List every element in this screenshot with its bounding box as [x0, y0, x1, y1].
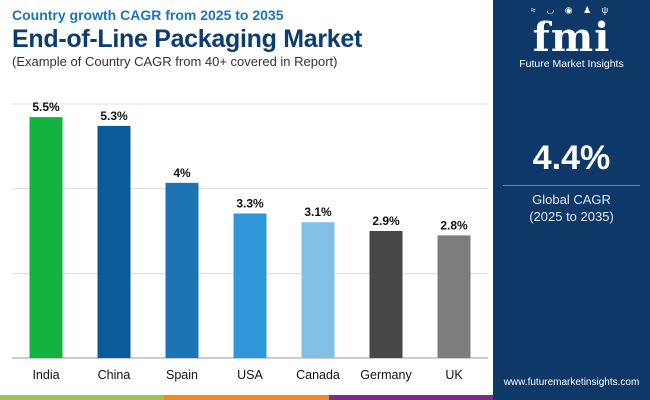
- data-label-usa: 3.3%: [236, 196, 264, 210]
- tick-label-usa: USA: [237, 368, 263, 382]
- chart-supertitle: Country growth CAGR from 2025 to 2035: [12, 7, 284, 23]
- tick-label-china: China: [98, 368, 131, 382]
- footer-segment-purple: [328, 395, 493, 400]
- bar-canada: [301, 222, 335, 358]
- kpi-divider: [503, 185, 640, 186]
- tick-label-canada: Canada: [296, 368, 340, 382]
- company-logo: fmi: [532, 14, 611, 61]
- data-label-canada: 3.1%: [304, 205, 332, 219]
- summary-panel: ≈ ◡ ◉ ♟ ψ fmi Future Market Insights 4.4…: [493, 0, 650, 400]
- bars: [29, 117, 471, 359]
- person-icon: ♟: [583, 5, 596, 15]
- footer-segment-orange: [164, 395, 329, 400]
- data-labels: 5.5% 5.3% 4% 3.3% 3.1% 2.9% 2.8%: [32, 100, 468, 232]
- chart-header: Country growth CAGR from 2025 to 2035 En…: [12, 6, 492, 70]
- company-name: Future Market Insights: [519, 58, 624, 70]
- bar-uk: [437, 235, 471, 358]
- fork-icon: ψ: [601, 5, 613, 15]
- global-cagr-label-line1: Global CAGR: [532, 192, 611, 207]
- chart-subtitle: (Example of Country CAGR from 40+ covere…: [12, 54, 338, 69]
- data-label-uk: 2.8%: [440, 218, 468, 232]
- tick-label-uk: UK: [445, 368, 463, 382]
- data-label-spain: 4%: [173, 166, 191, 180]
- data-label-germany: 2.9%: [372, 214, 400, 228]
- data-label-india: 5.5%: [32, 100, 60, 114]
- x-tick-labels: India China Spain USA Canada Germany UK: [32, 368, 463, 382]
- global-cagr-label: Global CAGR (2025 to 2035): [493, 191, 650, 225]
- bar-usa: [233, 213, 267, 358]
- bar-germany: [369, 231, 403, 358]
- global-cagr-period: (2025 to 2035): [529, 209, 614, 224]
- bar-india: [29, 117, 63, 358]
- footer-color-bar: [0, 395, 493, 400]
- tick-label-germany: Germany: [360, 368, 412, 382]
- data-label-china: 5.3%: [100, 109, 128, 123]
- bar-spain: [165, 182, 199, 358]
- chart-title: End-of-Line Packaging Market: [12, 25, 362, 53]
- globe-icon: ◉: [564, 5, 577, 15]
- bar-china: [97, 125, 131, 359]
- website-link[interactable]: www.futuremarketinsights.com: [503, 377, 640, 388]
- footer-segment-green: [0, 395, 165, 400]
- bowl-icon: ◡: [546, 5, 559, 15]
- logo-icon-row: ≈ ◡ ◉ ♟ ψ: [493, 5, 650, 16]
- tick-label-india: India: [32, 368, 59, 382]
- global-cagr-value: 4.4%: [532, 139, 611, 177]
- wave-icon: ≈: [530, 5, 540, 15]
- tick-label-spain: Spain: [166, 368, 198, 382]
